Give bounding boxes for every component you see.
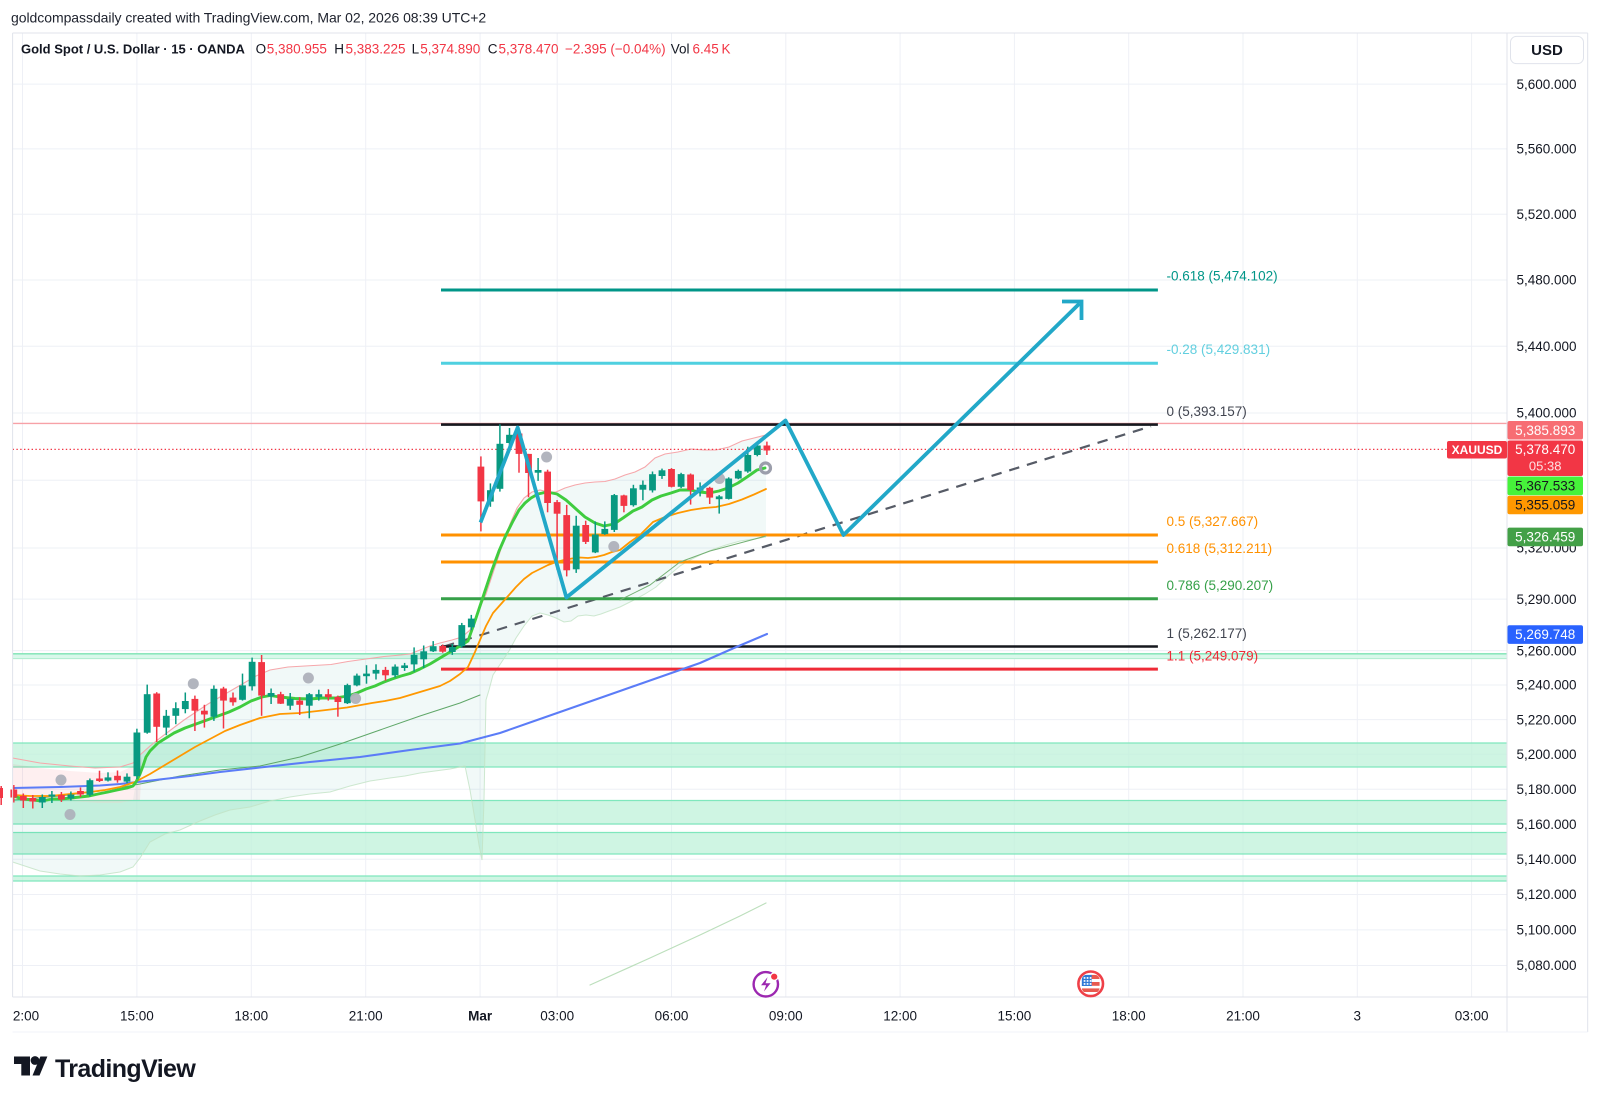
svg-text:5,520.000: 5,520.000 <box>1517 207 1577 222</box>
svg-text:6.45 K: 6.45 K <box>693 42 731 57</box>
svg-text:Gold Spot / U.S. Dollar · 15 ·: Gold Spot / U.S. Dollar · 15 · OANDA <box>21 42 246 57</box>
svg-text:03:00: 03:00 <box>1455 1008 1489 1023</box>
svg-text:5,385.893: 5,385.893 <box>1515 423 1575 438</box>
svg-text:5,080.000: 5,080.000 <box>1517 958 1577 973</box>
svg-text:03:00: 03:00 <box>540 1008 574 1023</box>
svg-text:18:00: 18:00 <box>234 1008 268 1023</box>
svg-text:5,260.000: 5,260.000 <box>1517 643 1577 658</box>
svg-text:2:00: 2:00 <box>13 1008 39 1023</box>
svg-text:C: C <box>488 42 498 57</box>
svg-text:09:00: 09:00 <box>769 1008 803 1023</box>
svg-text:−2.395 (−0.04%): −2.395 (−0.04%) <box>565 42 666 57</box>
svg-text:5,269.748: 5,269.748 <box>1515 627 1575 642</box>
svg-text:5,383.225: 5,383.225 <box>346 42 406 57</box>
svg-text:1 (5,262.177): 1 (5,262.177) <box>1167 626 1247 641</box>
svg-text:3: 3 <box>1354 1008 1362 1023</box>
svg-text:5,374.890: 5,374.890 <box>420 42 480 57</box>
svg-text:5,367.533: 5,367.533 <box>1515 479 1575 494</box>
svg-text:18:00: 18:00 <box>1112 1008 1146 1023</box>
svg-text:5,120.000: 5,120.000 <box>1517 887 1577 902</box>
svg-text:5,355.059: 5,355.059 <box>1515 498 1575 513</box>
svg-text:L: L <box>412 42 420 57</box>
svg-text:goldcompassdaily created with: goldcompassdaily created with TradingVie… <box>11 10 486 26</box>
svg-text:5,100.000: 5,100.000 <box>1517 923 1577 938</box>
svg-text:0.786 (5,290.207): 0.786 (5,290.207) <box>1167 578 1274 593</box>
svg-text:5,200.000: 5,200.000 <box>1517 747 1577 762</box>
svg-text:5,220.000: 5,220.000 <box>1517 712 1577 727</box>
svg-text:Vol: Vol <box>671 42 690 57</box>
svg-text:5,140.000: 5,140.000 <box>1517 852 1577 867</box>
svg-text:15:00: 15:00 <box>998 1008 1032 1023</box>
svg-text:Mar: Mar <box>468 1008 493 1023</box>
svg-text:5,380.955: 5,380.955 <box>267 42 327 57</box>
svg-text:21:00: 21:00 <box>1226 1008 1260 1023</box>
svg-text:21:00: 21:00 <box>349 1008 383 1023</box>
svg-text:5,240.000: 5,240.000 <box>1517 678 1577 693</box>
svg-text:O: O <box>256 42 267 57</box>
svg-text:5,400.000: 5,400.000 <box>1517 406 1577 421</box>
svg-text:USD: USD <box>1531 42 1563 59</box>
svg-text:15:00: 15:00 <box>120 1008 154 1023</box>
svg-text:5,378.470: 5,378.470 <box>1515 442 1575 457</box>
svg-text:1.1 (5,249.079): 1.1 (5,249.079) <box>1167 649 1259 664</box>
svg-text:-0.28 (5,429.831): -0.28 (5,429.831) <box>1167 342 1271 357</box>
svg-text:0.5 (5,327.667): 0.5 (5,327.667) <box>1167 514 1259 529</box>
svg-text:5,560.000: 5,560.000 <box>1517 142 1577 157</box>
svg-text:5,480.000: 5,480.000 <box>1517 273 1577 288</box>
svg-text:0 (5,393.157): 0 (5,393.157) <box>1167 404 1247 419</box>
svg-text:H: H <box>334 42 344 57</box>
svg-text:5,160.000: 5,160.000 <box>1517 817 1577 832</box>
svg-text:12:00: 12:00 <box>883 1008 917 1023</box>
svg-text:5,378.470: 5,378.470 <box>499 42 559 57</box>
svg-text:5,290.000: 5,290.000 <box>1517 592 1577 607</box>
svg-text:5,180.000: 5,180.000 <box>1517 782 1577 797</box>
svg-text:5,440.000: 5,440.000 <box>1517 339 1577 354</box>
svg-text:5,600.000: 5,600.000 <box>1517 77 1577 92</box>
svg-text:XAUUSD: XAUUSD <box>1452 443 1503 457</box>
svg-text:05:38: 05:38 <box>1529 459 1562 474</box>
svg-text:5,326.459: 5,326.459 <box>1515 530 1575 545</box>
svg-text:TradingView: TradingView <box>55 1055 196 1083</box>
svg-text:0.618 (5,312.211): 0.618 (5,312.211) <box>1167 541 1273 556</box>
svg-text:06:00: 06:00 <box>655 1008 689 1023</box>
svg-text:-0.618 (5,474.102): -0.618 (5,474.102) <box>1167 269 1278 284</box>
